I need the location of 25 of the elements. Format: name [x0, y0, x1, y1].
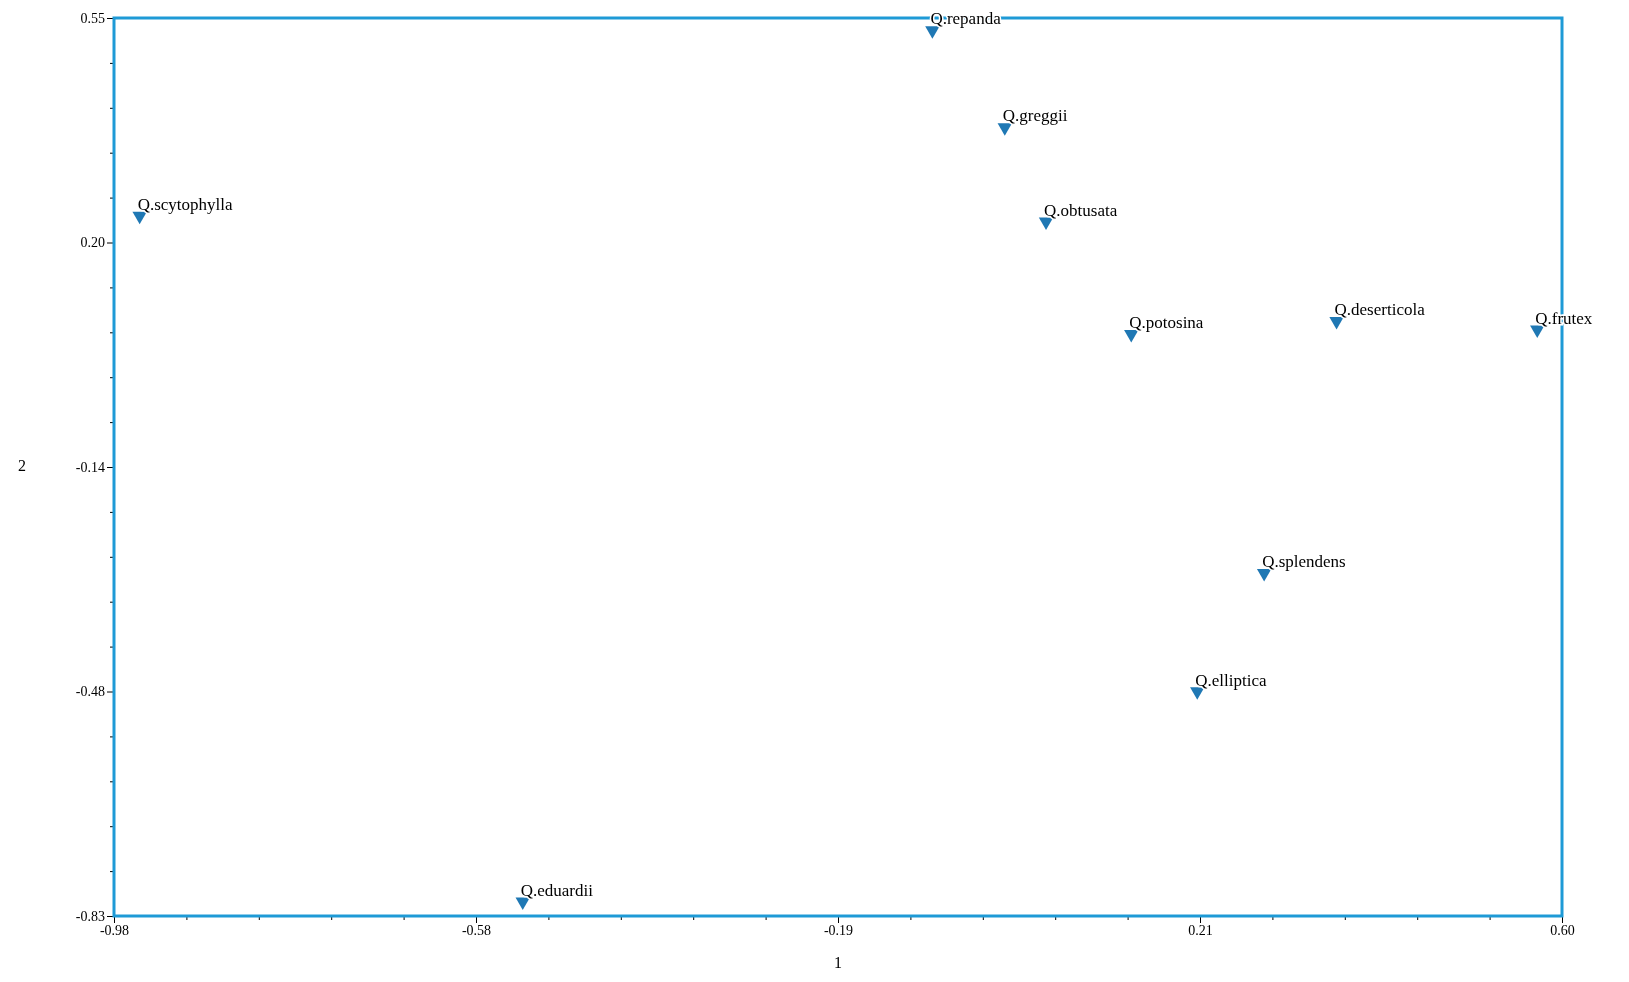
x-tick-label: -0.98: [99, 922, 130, 938]
point: [1530, 325, 1545, 339]
annotation: Q.eduardii: [520, 880, 594, 900]
y-tick-label: -0.83: [75, 908, 105, 924]
annotation: Q.potosina: [1129, 313, 1204, 333]
y-tick-label: -0.14: [75, 459, 105, 475]
y-tick-label: 0.20: [80, 235, 105, 251]
y-tick-label: 0.55: [80, 10, 105, 26]
annotation: Q.splendens: [1262, 552, 1346, 572]
x-tick-label: -0.19: [823, 922, 854, 938]
x-tick-label: 0.60: [1550, 922, 1575, 938]
y-tick-label: -0.48: [75, 684, 105, 700]
point: [925, 26, 940, 39]
annotation: Q.scytophylla: [137, 194, 234, 214]
point: [997, 123, 1012, 136]
y-axis-title: 2: [18, 456, 26, 474]
x-tick-label: -0.58: [461, 922, 492, 938]
annotation: Q.greggii: [1002, 106, 1068, 126]
point: [1124, 330, 1139, 343]
annotation: Q.elliptica: [1195, 670, 1267, 690]
x-axis-title: 1: [834, 954, 842, 971]
x-tick-label: 0.21: [1188, 922, 1213, 938]
annotation: Q.deserticola: [1334, 300, 1426, 320]
point: [1329, 317, 1344, 330]
annotation: Q.obtusata: [1044, 200, 1118, 220]
